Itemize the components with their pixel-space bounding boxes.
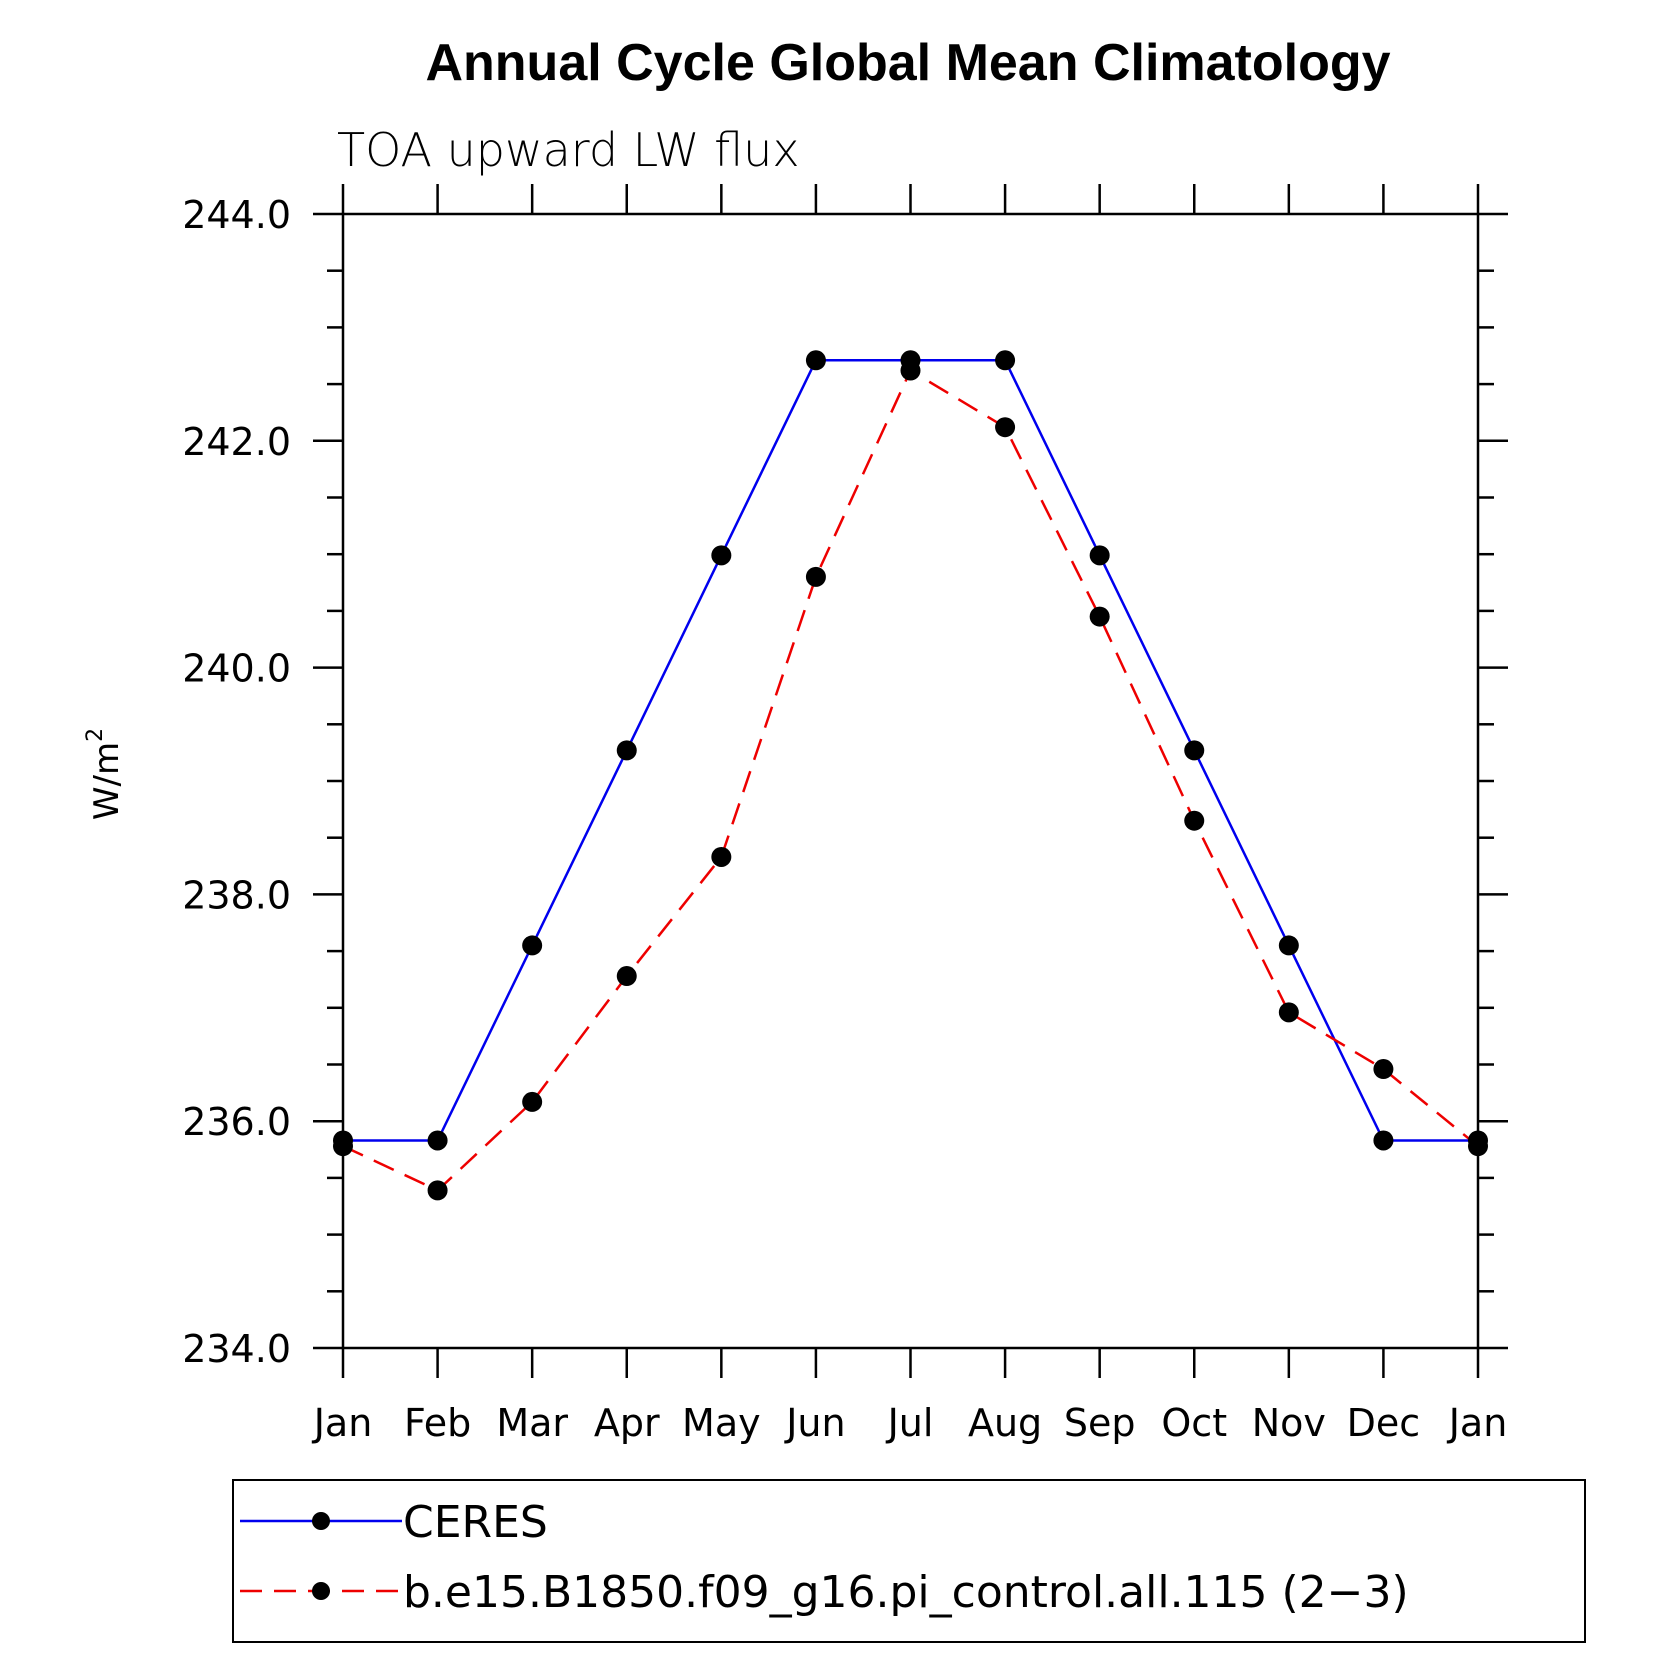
legend-marker-model (312, 1582, 330, 1600)
x-tick-label: Apr (594, 1401, 660, 1445)
x-tick-label: Jun (784, 1401, 845, 1445)
series-1-point (805, 566, 826, 587)
y-axis-label-exponent: 2 (83, 728, 108, 742)
series-0-point (427, 1130, 448, 1151)
series-1-point (1278, 1002, 1299, 1023)
x-tick-label: Mar (496, 1401, 568, 1445)
series-1-point (1184, 810, 1205, 831)
y-tick-label: 234.0 (182, 1327, 291, 1371)
series-0-point (1184, 740, 1205, 761)
y-tick-label: 238.0 (182, 873, 291, 917)
y-tick-label: 236.0 (182, 1100, 291, 1144)
x-tick-label: Dec (1347, 1401, 1421, 1445)
x-axis-ticks: Jan Feb Mar Apr May Jun Jul Aug Sep Oct Nov Dec Jan (312, 184, 1508, 1445)
legend-box (232, 1479, 1586, 1643)
series-0-point (995, 350, 1016, 371)
y-tick-label: 244.0 (182, 193, 291, 237)
legend-marker-ceres (312, 1512, 330, 1530)
series-0-point (805, 350, 826, 371)
x-tick-label: Sep (1064, 1401, 1136, 1445)
series-1-point (711, 846, 732, 867)
chart-title: Annual Cycle Global Mean Climatology (425, 34, 1390, 92)
legend-label-ceres: CERES (403, 1497, 548, 1548)
legend: CERES b.e15.B1850.f09_g16.pi_control.all… (232, 1479, 1586, 1643)
series-0-point (1278, 935, 1299, 956)
series-line-1 (342, 368, 1479, 1192)
series-0-point (522, 935, 543, 956)
y-axis-label-unit: W/m (87, 742, 127, 820)
series-0-point (616, 740, 637, 761)
x-tick-label: Nov (1252, 1401, 1326, 1445)
series-layer (333, 350, 1488, 1201)
series-1-point (522, 1091, 543, 1112)
series-1-point (1089, 606, 1110, 627)
chart-subtitle: TOA upward LW flux (337, 123, 800, 177)
series-1-point (900, 360, 921, 381)
x-tick-label: Feb (404, 1401, 471, 1445)
x-tick-label: Jul (886, 1401, 934, 1445)
x-tick-label: Aug (968, 1401, 1042, 1445)
series-0-point (1373, 1130, 1394, 1151)
series-0-point (1089, 545, 1110, 566)
x-tick-label: Jan (1447, 1401, 1508, 1445)
series-1-point (427, 1180, 448, 1201)
series-0-point (711, 545, 732, 566)
x-tick-label: May (682, 1401, 761, 1445)
plot-axes (341, 212, 1480, 1350)
x-tick-label: Jan (312, 1401, 373, 1445)
y-axis-label: W/m2 (83, 728, 127, 820)
y-tick-label: 240.0 (182, 647, 291, 691)
plot-frame (341, 212, 1480, 1350)
y-axis-ticks: 234.0 236.0 238.0 240.0 242.0 244.0 (182, 193, 1508, 1371)
series-1-point (1373, 1059, 1394, 1080)
legend-label-model: b.e15.B1850.f09_g16.pi_control.all.115 (… (403, 1567, 1409, 1618)
series-1-point (616, 966, 637, 987)
y-tick-label: 242.0 (182, 420, 291, 464)
x-tick-label: Oct (1161, 1401, 1227, 1445)
series-1-point (1468, 1136, 1488, 1157)
series-1-point (995, 417, 1016, 438)
series-1-point (333, 1136, 353, 1157)
